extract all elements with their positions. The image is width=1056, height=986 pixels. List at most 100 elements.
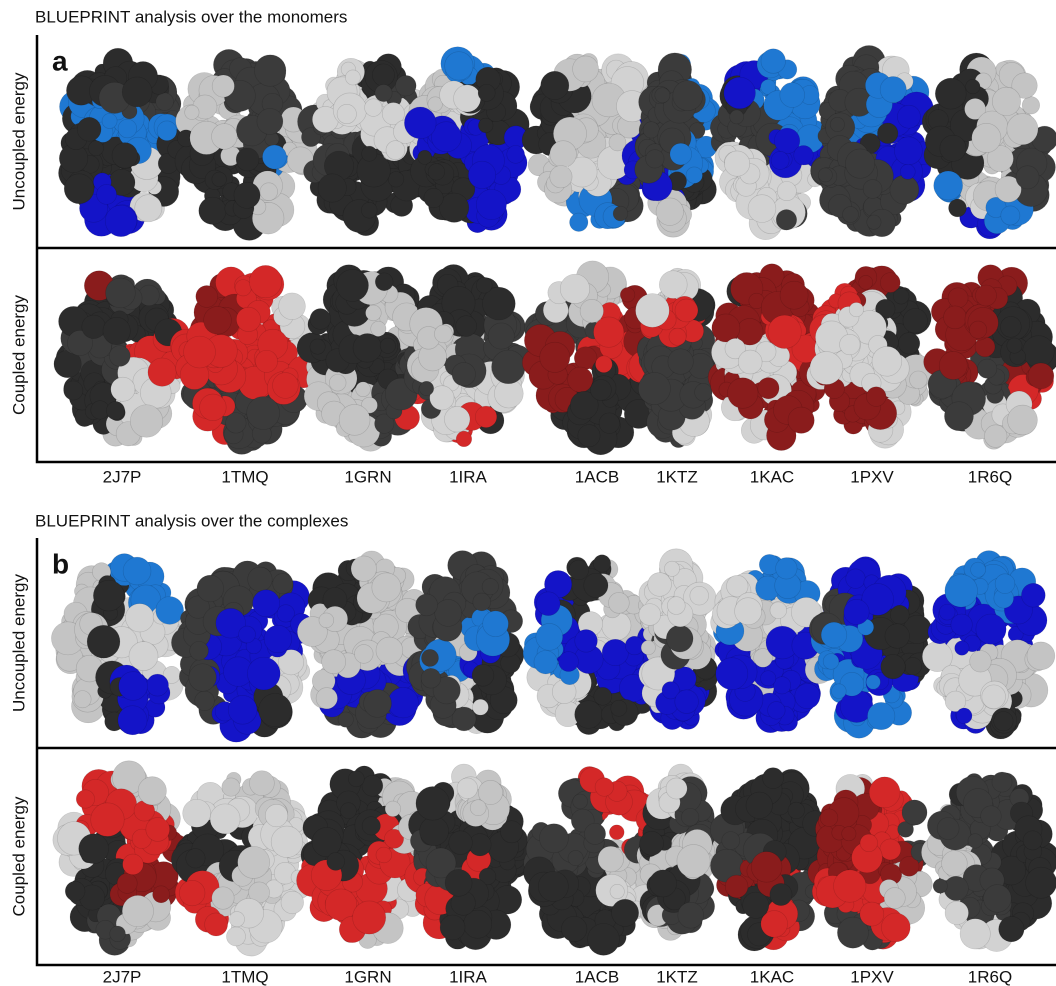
surface-patch	[210, 804, 240, 834]
column-label: 1IRA	[449, 467, 487, 486]
surface-patch	[364, 689, 392, 717]
surface-patch	[416, 594, 438, 616]
surface-patch	[681, 808, 699, 826]
surface-patch	[823, 654, 839, 670]
surface-patch	[866, 675, 880, 689]
surface-patch	[388, 172, 404, 188]
surface-patch	[845, 149, 874, 178]
protein-surface	[637, 764, 722, 940]
surface-patch	[507, 146, 525, 164]
surface-patch	[594, 687, 612, 705]
surface-patch	[488, 323, 514, 349]
surface-patch	[74, 691, 91, 708]
surface-patch	[254, 55, 286, 87]
surface-patch	[106, 401, 124, 419]
surface-patch	[599, 413, 620, 434]
surface-patch	[249, 265, 281, 297]
surface-patch	[975, 285, 996, 306]
surface-patch	[79, 834, 109, 864]
surface-patch	[939, 604, 955, 620]
surface-patch	[102, 113, 117, 128]
surface-patch	[675, 690, 699, 714]
surface-patch	[976, 614, 1006, 644]
surface-patch	[65, 881, 85, 901]
surface-patch	[890, 175, 919, 204]
surface-patch	[716, 658, 748, 690]
surface-patch	[449, 831, 473, 855]
surface-patch	[568, 367, 593, 392]
surface-patch	[111, 377, 135, 401]
surface-patch	[655, 88, 670, 103]
surface-patch	[863, 180, 882, 199]
surface-patch	[419, 381, 433, 395]
surface-patch	[613, 206, 628, 221]
protein-surface	[809, 557, 931, 739]
surface-patch	[1001, 206, 1020, 225]
surface-patch	[904, 657, 921, 674]
surface-patch	[780, 83, 805, 108]
surface-patch	[1028, 363, 1054, 389]
surface-patch	[118, 119, 137, 138]
surface-patch	[483, 611, 509, 637]
surface-patch	[345, 70, 360, 85]
surface-patch	[768, 315, 801, 348]
surface-patch	[969, 321, 986, 338]
surface-patch	[482, 578, 498, 594]
surface-patch	[366, 305, 382, 321]
column-label: 1KTZ	[656, 467, 698, 486]
surface-patch	[365, 99, 383, 117]
surface-patch	[236, 148, 259, 171]
surface-patch	[248, 567, 273, 592]
surface-patch	[205, 913, 228, 936]
surface-patch	[1007, 114, 1038, 145]
surface-patch	[666, 625, 693, 652]
surface-patch	[939, 351, 967, 379]
column-label: 1TMQ	[221, 467, 268, 486]
surface-patch	[445, 52, 473, 80]
column-label: 2J7P	[103, 467, 142, 486]
surface-patch	[761, 671, 776, 686]
surface-patch	[598, 846, 624, 872]
surface-patch	[971, 562, 986, 577]
surface-patch	[898, 333, 919, 354]
surface-patch	[118, 706, 147, 735]
surface-patch	[648, 573, 672, 597]
surface-patch	[724, 77, 756, 109]
protein-surface	[54, 271, 192, 446]
surface-patch	[234, 182, 260, 208]
surface-patch	[186, 849, 205, 868]
surface-patch	[472, 664, 494, 686]
surface-patch	[821, 622, 847, 648]
surface-patch	[569, 560, 589, 580]
surface-patch	[534, 650, 557, 673]
surface-patch	[325, 889, 357, 921]
surface-patch	[435, 599, 462, 626]
surface-patch	[475, 406, 497, 428]
surface-patch	[945, 574, 978, 607]
surface-patch	[376, 847, 392, 863]
surface-patch	[578, 425, 600, 447]
surface-patch	[340, 803, 356, 819]
protein-surface	[635, 53, 721, 237]
surface-patch	[239, 626, 256, 643]
surface-patch	[385, 801, 401, 817]
surface-patch	[538, 871, 568, 901]
protein-surface	[639, 549, 718, 730]
surface-patch	[1007, 338, 1022, 353]
surface-patch	[421, 668, 441, 688]
surface-patch	[690, 586, 709, 605]
surface-patch	[452, 362, 476, 386]
surface-patch	[329, 374, 346, 391]
surface-patch	[380, 338, 395, 353]
surface-patch	[940, 135, 966, 161]
surface-patch	[612, 899, 639, 926]
surface-patch	[396, 75, 417, 96]
surface-patch	[264, 625, 292, 653]
surface-patch	[337, 104, 356, 123]
surface-patch	[686, 167, 702, 183]
protein-surface	[175, 49, 317, 240]
figure: BLUEPRINT analysis over the monomersUnco…	[0, 0, 1056, 986]
surface-patch	[404, 107, 436, 139]
surface-patch	[584, 823, 605, 844]
surface-patch	[106, 278, 136, 308]
